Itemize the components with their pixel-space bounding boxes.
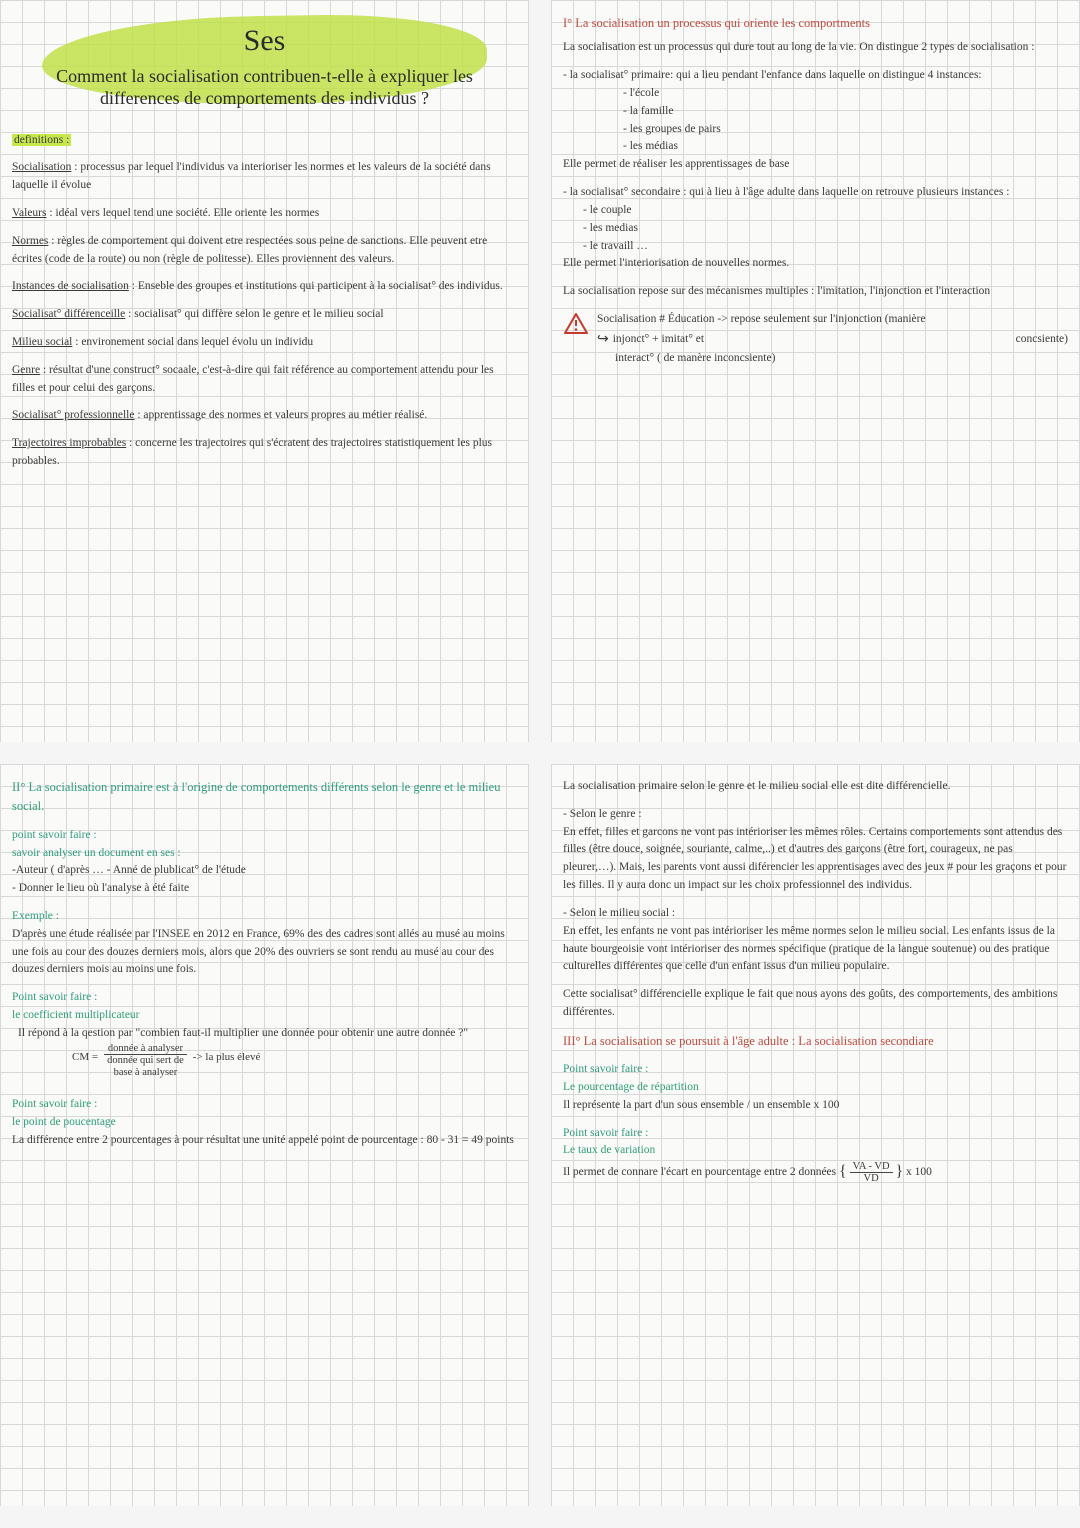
warn-line-2: ↪ injonct° + imitat° et concsiente) [597,329,1068,351]
tv-tail: x 100 [906,1166,932,1178]
secondary-item-2: - le travaill … [563,238,1068,256]
def-trajectoires: Trajectoires improbables : concerne les … [12,435,517,471]
def-instances: Instances de socialisation : Enseble des… [12,278,517,296]
doc-subtitle: Comment la socialisation contribuen-t-el… [30,65,499,110]
secondary-item-1: - les medias [563,220,1068,238]
definitions-label-text: definitions : [12,134,71,146]
p4-intro: La socialisation primaire selon le genre… [563,778,1068,796]
p2-primary-lead: - la socialisat° primaire: qui a lieu pe… [563,67,1068,85]
warn-line-3: interact° ( de manère inconcsiente) [597,350,1068,368]
def-socialisation: Socialisation : processus par lequel l'i… [12,159,517,195]
psf3-label: Point savoir faire : [12,1096,517,1114]
primary-item-0: - l'école [563,85,1068,103]
primary-item-3: - les médias [563,138,1068,156]
title-block: Ses Comment la socialisation contribuen-… [12,14,517,120]
psfB-sub: Le taux de variation [563,1142,1068,1160]
p4-conclusion: Cette socialisat° différencielle expliqu… [563,986,1068,1022]
p2-primary-tail: Elle permet de réaliser les apprentissag… [563,156,1068,174]
psfA-label: Point savoir faire : [563,1061,1068,1079]
doc-title: Ses [30,18,499,65]
genre-label: - Selon le genre : [563,806,1068,824]
warning-text: Socialisation # Éducation -> repose seul… [597,311,1068,368]
secondary-item-0: - le couple [563,202,1068,220]
p2-secondary-tail: Elle permet l'interiorisation de nouvell… [563,255,1068,273]
psfA-sub: Le pourcentage de répartition [563,1079,1068,1097]
curved-arrow-icon: ↪ [597,329,609,351]
def-professionnelle: Socialisat° professionnelle : apprentiss… [12,407,517,425]
cm-formula: CM = donnée à analyser donnée qui sert d… [72,1043,517,1079]
page-1: Ses Comment la socialisation contribuen-… [0,0,529,742]
psf2-text: Il répond à la qestion par "combien faut… [12,1025,517,1043]
p2-intro: La socialisation est un processus qui du… [563,39,1068,57]
warning-icon [563,313,589,335]
def-differencielle: Socialisat° différenceille : socialisat°… [12,306,517,324]
psfB-label: Point savoir faire : [563,1125,1068,1143]
section-1-heading: I° La socialisation un processus qui ori… [563,14,1068,33]
psf1-b: - Donner le lieu où l'analyse à été fait… [12,880,517,898]
page-4: La socialisation primaire selon le genre… [551,764,1080,1506]
psfB-text: Il permet de connare l'écart en pourcent… [563,1166,836,1178]
cm-fraction: donnée à analyser donnée qui sert de bas… [104,1043,187,1079]
def-normes: Normes : règles de comportement qui doiv… [12,233,517,269]
p2-secondary-lead: - la socialisat° secondaire : qui à lieu… [563,184,1068,202]
section-3-heading: III° La socialisation se poursuit à l'âg… [563,1032,1068,1051]
warning-block: Socialisation # Éducation -> repose seul… [563,311,1068,368]
page-3: II° La socialisation primaire est à l'or… [0,764,529,1506]
brace-left-icon: { [839,1163,847,1180]
def-valeurs: Valeurs : idéal vers lequel tend une soc… [12,205,517,223]
section-2-heading: II° La socialisation primaire est à l'or… [12,778,517,817]
cm-eq-label: CM = [72,1043,98,1066]
brace-right-icon: } [895,1163,903,1180]
warn-line-1: Socialisation # Éducation -> repose seul… [597,311,1068,329]
cm-note: -> la plus élevé [193,1043,261,1066]
psf2-label: Point savoir faire : [12,989,517,1007]
primary-item-1: - la famille [563,103,1068,121]
genre-text: En effet, filles et garcons ne vont pas … [563,824,1068,895]
milieu-label: - Selon le milieu social : [563,905,1068,923]
psfA-text: Il représente la part d'un sous ensemble… [563,1097,1068,1115]
psf1-sub: savoir analyser un document en ses : [12,845,517,863]
psf3-text: La différence entre 2 pourcentages à pou… [12,1132,517,1150]
def-genre: Genre : résultat d'une construct° socaal… [12,362,517,398]
example-label: Exemple : [12,908,517,926]
psf3-sub: le point de poucentage [12,1114,517,1132]
primary-item-2: - les groupes de pairs [563,121,1068,139]
psfB-row: Il permet de connare l'écart en pourcent… [563,1160,1068,1185]
example-text: D'après une étude réalisée par l'INSEE e… [12,926,517,979]
milieu-text: En effet, les enfants ne vont pas intéri… [563,923,1068,976]
page-2: I° La socialisation un processus qui ori… [551,0,1080,742]
psf1-a: -Auteur ( d'après … - Anné de plublicat°… [12,862,517,880]
definitions-label: definitions : [12,132,517,150]
psf2-sub: le coefficient multiplicateur [12,1007,517,1025]
p2-mechanisms: La socialisation repose sur des mécanism… [563,283,1068,301]
tv-fraction: VA - VD VD [850,1161,893,1185]
def-milieu: Milieu social : environement social dans… [12,334,517,352]
psf1-label: point savoir faire : [12,827,517,845]
